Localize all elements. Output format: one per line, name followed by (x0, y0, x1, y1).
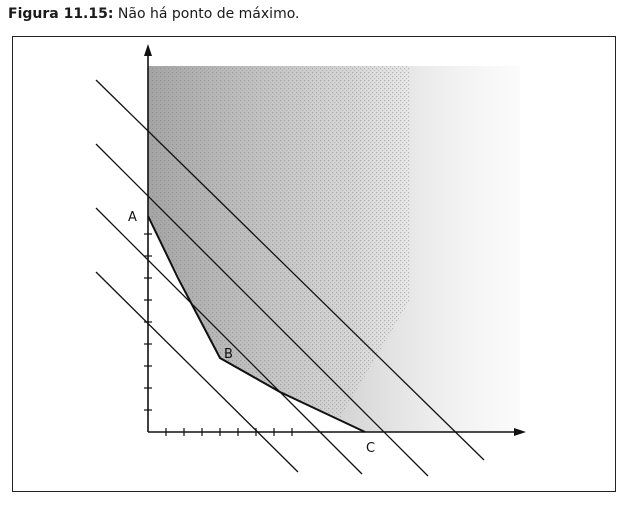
region-boundary (147, 215, 366, 433)
x-axis-arrow (514, 428, 526, 436)
level-line-3 (95, 143, 429, 477)
level-line-4 (95, 79, 485, 461)
y-axis-ticks (144, 233, 152, 411)
figure-frame (12, 36, 616, 492)
level-line-1 (95, 271, 299, 473)
y-axis-arrow (144, 44, 152, 56)
level-line-2 (95, 207, 363, 475)
figure-caption: Figura 11.15: Não há ponto de máximo. (8, 6, 299, 22)
figure-title: Não há ponto de máximo. (117, 6, 300, 22)
point-label-c: C (366, 441, 375, 456)
feasible-region-texture (148, 66, 410, 418)
x-axis-ticks (165, 428, 293, 436)
point-label-a: A (128, 210, 137, 225)
point-label-b: B (224, 347, 233, 362)
figure-number: Figura 11.15: (8, 6, 114, 22)
